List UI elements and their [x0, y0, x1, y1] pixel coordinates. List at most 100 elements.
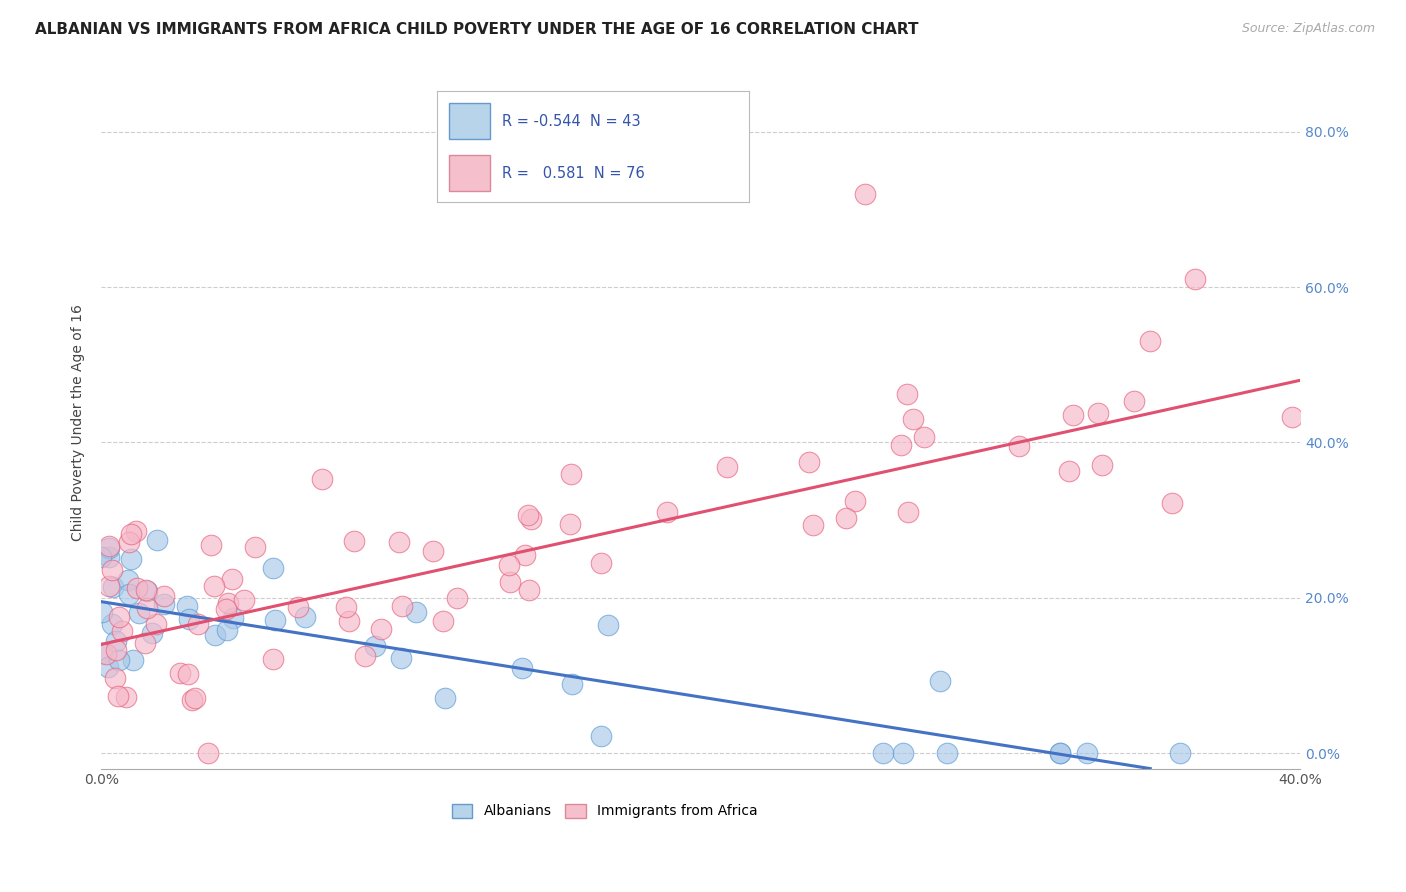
- Point: [120, 552, 142, 566]
- Point: [370, 622, 392, 636]
- Point: [176, 599, 198, 614]
- Point: [657, 505, 679, 519]
- Point: [1161, 496, 1184, 510]
- Point: [145, 617, 167, 632]
- Point: [204, 628, 226, 642]
- Point: [1139, 334, 1161, 349]
- Point: [184, 691, 207, 706]
- Point: [1122, 394, 1144, 409]
- Point: [432, 614, 454, 628]
- Point: [125, 524, 148, 539]
- Point: [1281, 410, 1303, 425]
- Point: [221, 572, 243, 586]
- Point: [98, 550, 121, 565]
- Point: [141, 625, 163, 640]
- Point: [197, 746, 219, 760]
- Point: [134, 636, 156, 650]
- Point: [591, 729, 613, 743]
- Point: [561, 677, 583, 691]
- Point: [801, 517, 824, 532]
- Point: [890, 438, 912, 452]
- Point: [405, 605, 427, 619]
- Point: [1091, 458, 1114, 472]
- Point: [896, 386, 918, 401]
- Point: [354, 649, 377, 664]
- Point: [108, 653, 131, 667]
- Point: [855, 186, 877, 201]
- Point: [233, 593, 256, 607]
- Point: [294, 609, 316, 624]
- Point: [146, 533, 169, 548]
- Point: [1076, 746, 1098, 760]
- Point: [262, 561, 284, 575]
- Point: [215, 602, 238, 616]
- Point: [202, 579, 225, 593]
- Point: [101, 616, 124, 631]
- Point: [498, 558, 520, 572]
- Point: [153, 589, 176, 603]
- Text: Source: ZipAtlas.com: Source: ZipAtlas.com: [1241, 22, 1375, 36]
- Point: [287, 600, 309, 615]
- Point: [335, 599, 357, 614]
- Point: [177, 612, 200, 626]
- Point: [515, 548, 537, 562]
- Point: [872, 746, 894, 760]
- Point: [517, 582, 540, 597]
- Point: [558, 517, 581, 532]
- Point: [337, 614, 360, 628]
- Point: [243, 540, 266, 554]
- Point: [433, 690, 456, 705]
- Point: [153, 597, 176, 611]
- Point: [834, 511, 856, 525]
- Point: [217, 596, 239, 610]
- Point: [591, 556, 613, 570]
- Point: [120, 527, 142, 541]
- Point: [105, 643, 128, 657]
- Point: [422, 543, 444, 558]
- Point: [118, 587, 141, 601]
- Point: [1168, 746, 1191, 760]
- Point: [516, 508, 538, 523]
- Point: [929, 674, 952, 689]
- Point: [91, 605, 114, 619]
- Point: [1059, 464, 1081, 478]
- Point: [91, 646, 114, 660]
- Point: [187, 617, 209, 632]
- Point: [104, 671, 127, 685]
- Point: [901, 412, 924, 426]
- Point: [1184, 272, 1206, 286]
- Point: [135, 583, 157, 598]
- Point: [117, 573, 139, 587]
- Point: [125, 581, 148, 595]
- Point: [107, 609, 129, 624]
- Point: [262, 652, 284, 666]
- Point: [891, 746, 914, 760]
- Point: [101, 562, 124, 576]
- Point: [311, 471, 333, 485]
- Point: [101, 580, 124, 594]
- Y-axis label: Child Poverty Under the Age of 16: Child Poverty Under the Age of 16: [72, 304, 86, 541]
- Point: [596, 618, 619, 632]
- Point: [135, 583, 157, 598]
- Point: [111, 624, 134, 639]
- Point: [215, 623, 238, 637]
- Point: [104, 634, 127, 648]
- Point: [181, 693, 204, 707]
- Point: [935, 746, 957, 760]
- Point: [897, 505, 920, 519]
- Point: [510, 661, 533, 675]
- Point: [222, 611, 245, 625]
- Point: [98, 578, 121, 592]
- Legend: Albanians, Immigrants from Africa: Albanians, Immigrants from Africa: [446, 798, 763, 824]
- Point: [122, 652, 145, 666]
- Point: [1049, 746, 1071, 760]
- Point: [200, 537, 222, 551]
- Point: [520, 512, 543, 526]
- Point: [716, 460, 738, 475]
- Point: [799, 455, 821, 469]
- Point: [128, 606, 150, 620]
- Point: [387, 535, 409, 549]
- Point: [446, 591, 468, 606]
- Point: [118, 535, 141, 549]
- Point: [1049, 746, 1071, 760]
